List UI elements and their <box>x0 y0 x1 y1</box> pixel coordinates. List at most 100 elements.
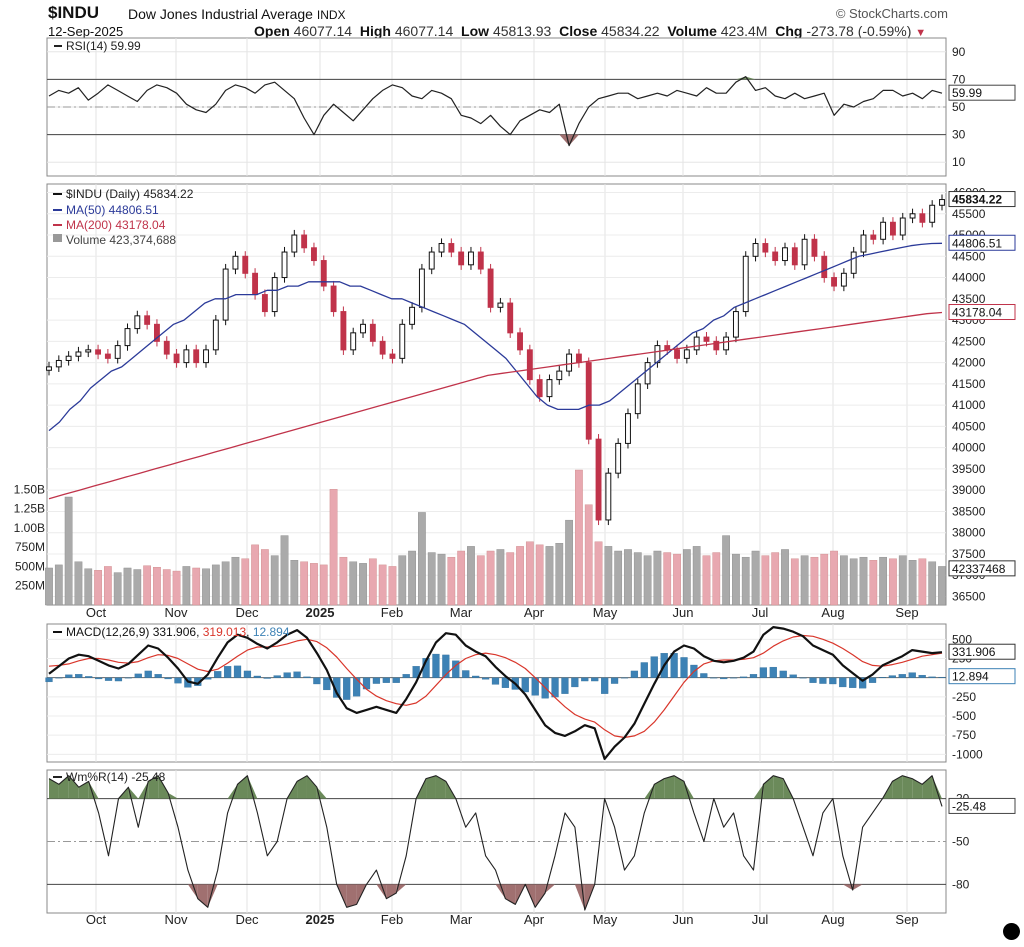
macd-legend-hist: 12.894 <box>253 625 290 639</box>
volume-bar <box>113 572 122 606</box>
wmr-month-label: May <box>593 912 618 927</box>
volume-bar <box>849 558 858 606</box>
macd-histogram-bar <box>442 654 450 678</box>
volume-bar <box>378 564 387 606</box>
volume-bar <box>790 558 799 606</box>
price-candle <box>762 243 769 253</box>
macd-histogram-bar <box>104 677 113 681</box>
macd-histogram-bar <box>243 670 252 678</box>
volume-bar <box>722 535 730 606</box>
macd-histogram-bar <box>630 670 639 678</box>
volume-bar <box>663 552 672 606</box>
wmr-month-label: 2025 <box>306 912 335 927</box>
wmr-overbought-fill <box>88 781 99 799</box>
wmr-overbought-fill <box>674 775 685 799</box>
macd-histogram-bar <box>303 676 311 678</box>
volume-bar <box>938 566 946 606</box>
volume-bar <box>879 556 887 606</box>
price-candle <box>114 345 121 359</box>
wmr-oversold-fill <box>842 884 853 891</box>
price-tick-label: 41500 <box>952 377 986 391</box>
price-candle <box>134 315 141 330</box>
macd-histogram-bar <box>233 665 242 678</box>
macd-legend: MACD(12,26,9) 331.906, 319.013, 12.894 <box>66 625 290 639</box>
price-candle <box>791 247 798 266</box>
price-month-label: Jul <box>752 605 769 620</box>
macd-histogram-bar <box>432 653 440 678</box>
macd-histogram-bar <box>640 662 648 678</box>
ma200-line <box>48 311 943 500</box>
macd-histogram-last-label-box <box>948 668 1016 685</box>
price-candle <box>399 323 406 359</box>
wmr-overbought-fill <box>237 775 248 799</box>
macd-histogram-bar <box>85 676 93 678</box>
macd-histogram-bar <box>859 677 867 689</box>
volume-bar <box>418 512 426 606</box>
price-candle <box>144 315 151 325</box>
price-candle <box>585 362 592 440</box>
price-candle <box>615 442 622 474</box>
price-candle <box>801 238 808 266</box>
wmr-overbought-fill <box>902 775 913 799</box>
volume-bar <box>349 561 358 606</box>
wmr-overbought-fill <box>426 775 436 799</box>
volume-bar <box>594 541 603 606</box>
price-candle <box>605 472 612 521</box>
price-candle <box>301 234 308 249</box>
volume-bar <box>781 549 789 606</box>
volume-bar <box>496 549 505 606</box>
price-candle <box>360 323 366 334</box>
price-candle <box>271 277 278 313</box>
wmr-last-label-box <box>948 797 1016 814</box>
macd-histogram-bar <box>829 677 837 685</box>
volume-bar <box>476 555 485 606</box>
volume-bar <box>427 552 436 606</box>
price-candle <box>556 370 563 381</box>
macd-histogram-bar <box>888 675 896 678</box>
ohlc-bar: Open 46077.14 High 46077.14 Low 45813.93… <box>254 23 926 39</box>
price-tick-label: 39000 <box>952 483 986 497</box>
volume-bar <box>182 566 191 606</box>
rsi-last-label: 59.99 <box>952 86 982 100</box>
price-tick-label: 45500 <box>952 207 986 221</box>
macd-histogram-bar <box>551 677 559 698</box>
price-tick-label: 42000 <box>952 356 986 370</box>
macd-panel <box>46 623 947 763</box>
macd-histogram-bar <box>343 677 351 700</box>
volume-bar <box>251 544 259 606</box>
price-candle <box>85 349 92 353</box>
wmr-overbought-fill <box>297 775 307 799</box>
volume-legend: Volume 423,374,688 <box>66 233 176 247</box>
wmr-oversold-fill <box>545 884 556 893</box>
price-candle <box>517 332 523 351</box>
volume-bar <box>810 556 819 606</box>
volume-bar <box>329 489 338 606</box>
volume-bar <box>624 549 632 606</box>
macd-signal-line <box>48 634 943 739</box>
price-candle <box>428 251 435 270</box>
macd-histogram-bar <box>45 677 53 683</box>
macd-histogram-bar <box>293 671 301 678</box>
brand-link[interactable]: © StockCharts.com <box>835 6 948 21</box>
macd-histogram-bar <box>601 677 609 694</box>
price-candle <box>811 238 818 257</box>
price-candle <box>163 340 170 355</box>
volume-bar <box>928 561 937 606</box>
price-candle <box>242 255 249 274</box>
macd-histogram-bar <box>819 677 827 684</box>
macd-histogram-bar <box>263 677 271 679</box>
price-tick-label: 44500 <box>952 249 986 263</box>
volume-tick-label: 250M <box>15 579 45 593</box>
volume-bar <box>653 550 662 606</box>
price-candle <box>46 366 52 371</box>
wmr-month-label: Jun <box>673 912 694 927</box>
macd-line <box>48 626 943 760</box>
macd-histogram-bar <box>730 677 738 679</box>
wmr-oversold-fill <box>207 884 218 908</box>
macd-histogram-bar <box>174 677 182 684</box>
high-label: High <box>359 23 391 39</box>
price-candle <box>124 328 131 347</box>
price-candle <box>497 302 504 308</box>
wmr-overbought-fill <box>773 775 784 799</box>
